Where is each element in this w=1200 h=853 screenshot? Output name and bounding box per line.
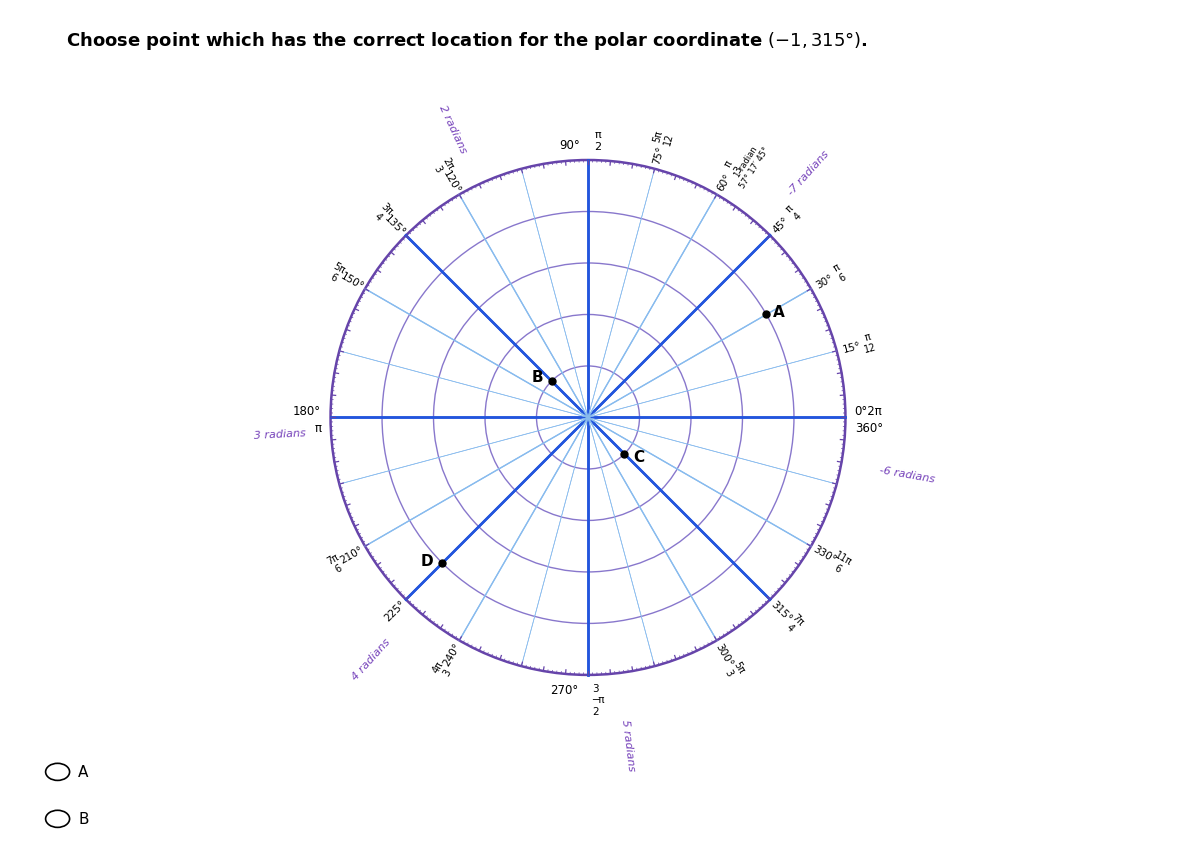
Text: 270°: 270° [551, 683, 578, 696]
Text: 330°: 330° [811, 543, 838, 565]
Text: 2 radians: 2 radians [438, 103, 469, 154]
Text: 3 radians: 3 radians [253, 427, 306, 440]
Text: 5π
3: 5π 3 [721, 659, 746, 680]
Text: -7 radians: -7 radians [786, 149, 830, 198]
Text: 150°: 150° [338, 271, 365, 293]
Text: 120°: 120° [440, 169, 462, 195]
Text: 0°2π: 0°2π [854, 404, 882, 417]
Text: 300°: 300° [714, 641, 736, 667]
Text: D: D [421, 554, 433, 568]
Text: 30°: 30° [814, 273, 835, 291]
Text: 45°: 45° [770, 215, 791, 235]
Text: A: A [78, 764, 89, 780]
Text: 5 radians: 5 radians [620, 718, 636, 771]
Text: 2π
3: 2π 3 [430, 156, 455, 177]
Text: π
2: π 2 [594, 130, 601, 152]
Text: 4π
3: 4π 3 [430, 659, 455, 680]
Text: 5π
6: 5π 6 [325, 260, 347, 285]
Text: 60°: 60° [715, 171, 733, 192]
Text: π: π [314, 421, 322, 435]
Text: 11π
6: 11π 6 [827, 549, 853, 577]
Text: B: B [532, 370, 542, 385]
Text: 7π
4: 7π 4 [781, 612, 805, 635]
Text: π
3: π 3 [722, 159, 744, 174]
Text: C: C [634, 450, 644, 464]
Text: B: B [78, 811, 89, 827]
Text: 240°: 240° [440, 641, 462, 667]
Text: 90°: 90° [559, 138, 581, 152]
Text: 75°: 75° [652, 144, 666, 165]
Text: π
4: π 4 [784, 203, 804, 223]
Text: 15°: 15° [841, 340, 862, 355]
Text: 180°: 180° [293, 404, 322, 417]
Text: 225°: 225° [383, 598, 408, 624]
Text: 210°: 210° [338, 543, 365, 565]
Text: 315°: 315° [768, 598, 793, 624]
Text: π
12: π 12 [860, 331, 877, 355]
Text: 5π
12: 5π 12 [652, 129, 676, 146]
Text: 7π
6: 7π 6 [325, 551, 347, 576]
Text: 3
─π
2: 3 ─π 2 [592, 683, 605, 716]
Text: A: A [773, 305, 785, 320]
Text: 360°: 360° [854, 421, 883, 435]
Text: 1 radian
57° 17′ 45°: 1 radian 57° 17′ 45° [730, 140, 772, 190]
Text: -6 radians: -6 radians [880, 465, 936, 484]
Text: 3π
4: 3π 4 [371, 200, 394, 224]
Text: 4 radians: 4 radians [350, 636, 392, 682]
Text: Choose point which has the correct location for the polar coordinate $(-1, 315°): Choose point which has the correct locat… [66, 30, 868, 52]
Text: 135°: 135° [383, 212, 408, 238]
Text: π
6: π 6 [832, 262, 848, 283]
